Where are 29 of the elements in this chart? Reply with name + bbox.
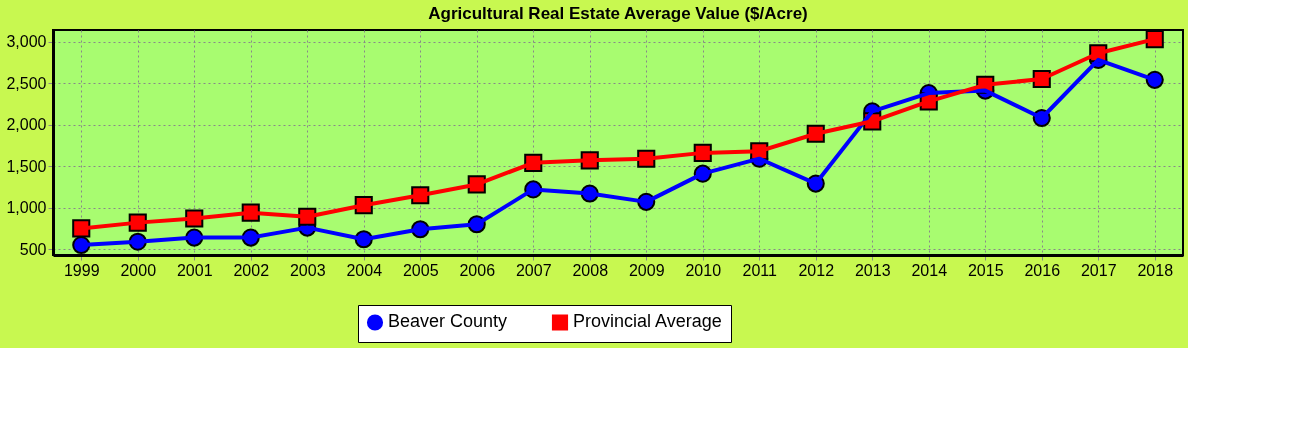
x-tick-label: 2018 (1137, 261, 1174, 279)
x-tick-label: 2015 (967, 261, 1004, 279)
x-tick-label: 2001 (176, 261, 213, 279)
x-tick-label: 2014 (911, 261, 948, 279)
x-tick-label: 2003 (289, 261, 326, 279)
x-tick-label: 2004 (346, 261, 383, 279)
x-tick-label: 2016 (1024, 261, 1061, 279)
x-tick-label: 1999 (63, 261, 100, 279)
x-tick-label: 2009 (628, 261, 665, 279)
x-tick-label: 2007 (515, 261, 552, 279)
x-tick-label: 2010 (685, 261, 722, 279)
legend-label: Provincial Average (573, 311, 722, 332)
legend-label: Beaver County (388, 311, 508, 332)
x-tick-label: 2011 (742, 261, 778, 279)
x-tick-label: 2006 (459, 261, 496, 279)
y-tick-label: 1,500 (6, 157, 47, 175)
y-tick-label: 500 (19, 240, 47, 258)
x-tick-label: 2017 (1080, 261, 1117, 279)
x-tick-label: 2008 (572, 261, 609, 279)
y-tick-label: 2,500 (6, 74, 47, 92)
y-tick-label: 2,000 (6, 116, 47, 134)
x-tick-label: 2000 (120, 261, 157, 279)
x-tick-label: 2013 (854, 261, 891, 279)
chart-title: Agricultural Real Estate Average Value ($/Acre) (428, 4, 808, 24)
x-tick-label: 2005 (402, 261, 439, 279)
y-tick-label: 3,000 (6, 33, 47, 51)
x-tick-label: 2002 (233, 261, 270, 279)
y-tick-label: 1,000 (6, 199, 47, 217)
x-tick-label: 2012 (798, 261, 835, 279)
